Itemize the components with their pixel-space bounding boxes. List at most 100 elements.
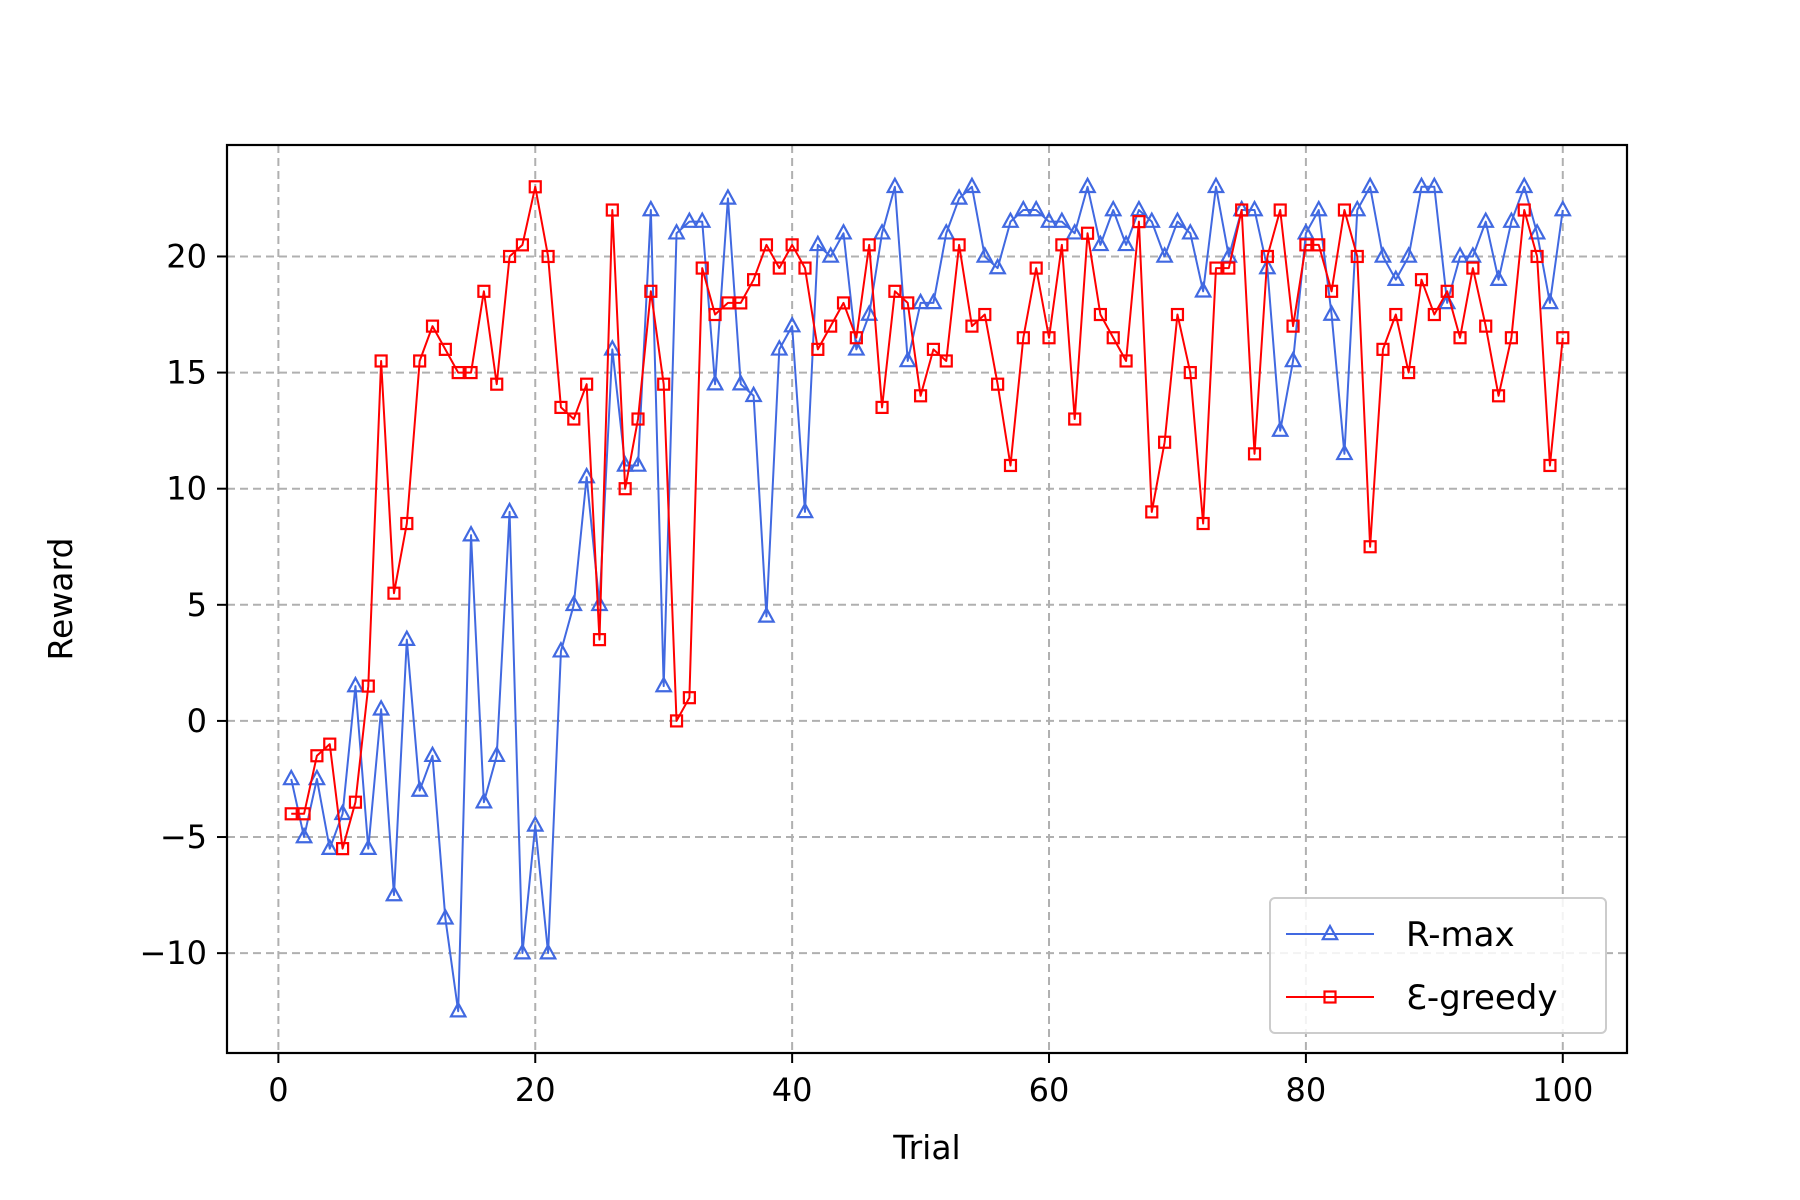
data-point (695, 261, 709, 275)
data-point (1402, 365, 1416, 380)
data-point (1170, 307, 1185, 322)
data-point (860, 304, 879, 321)
data-point (1312, 238, 1326, 252)
data-point (706, 373, 725, 391)
data-point (693, 211, 712, 228)
data-point (924, 292, 943, 310)
data-point (1093, 307, 1107, 322)
data-point (1145, 505, 1159, 519)
y-axis-label: Reward (41, 538, 80, 661)
data-point (1337, 203, 1352, 217)
data-point (731, 373, 750, 391)
data-point (747, 273, 761, 287)
data-point (1260, 249, 1274, 264)
data-point (734, 296, 748, 310)
data-point (939, 354, 953, 368)
data-point (425, 319, 440, 333)
data-point (1361, 176, 1380, 194)
data-point (1386, 269, 1405, 286)
data-point (682, 691, 696, 705)
data-point (1425, 176, 1444, 194)
data-point (783, 315, 802, 333)
data-point (1065, 222, 1084, 240)
y-tick-label: −5 (160, 818, 207, 856)
data-point (605, 203, 619, 217)
data-point (759, 238, 774, 252)
data-point (449, 1000, 468, 1018)
data-point (978, 307, 992, 322)
data-point (744, 385, 763, 403)
data-point (410, 780, 429, 797)
data-point (1324, 284, 1339, 298)
data-point (348, 795, 363, 809)
data-point (541, 249, 555, 264)
data-point (1553, 199, 1572, 217)
data-point (798, 261, 812, 275)
data-point (1414, 273, 1429, 287)
data-point (1080, 226, 1095, 240)
data-point (1515, 176, 1534, 194)
x-tick-label: 0 (268, 1071, 288, 1109)
data-point (849, 331, 863, 345)
data-point (708, 307, 722, 322)
data-point (1502, 211, 1521, 228)
data-point (397, 629, 416, 646)
series-line (291, 185, 1564, 850)
data-point (1335, 443, 1354, 461)
data-point (490, 377, 504, 391)
data-point (1309, 199, 1328, 217)
data-point (1091, 234, 1110, 252)
data-point (1299, 238, 1313, 252)
data-point (1209, 261, 1223, 275)
data-point (1014, 199, 1033, 217)
data-point (1003, 458, 1018, 473)
data-point (387, 586, 401, 600)
data-point (824, 319, 838, 333)
data-point (539, 942, 558, 960)
data-point (436, 908, 455, 925)
data-point (1158, 435, 1172, 449)
data-point (952, 238, 966, 252)
data-point (811, 342, 825, 356)
data-point (1142, 211, 1161, 228)
data-point (580, 377, 594, 391)
data-point (461, 524, 481, 542)
y-tick-label: −10 (139, 934, 207, 972)
data-point (1235, 203, 1249, 217)
legend: R-max Ɛ-greedy (1269, 897, 1607, 1034)
legend-label: Ɛ-greedy (1406, 978, 1558, 1018)
data-point (875, 400, 889, 415)
data-point (1029, 261, 1043, 275)
data-point (1247, 447, 1262, 461)
data-point (1504, 331, 1519, 345)
axis-ticks: 0 20 40 60 80 100 −10 −5 0 5 10 15 20 (139, 237, 1593, 1109)
data-point (323, 737, 337, 751)
data-point (795, 501, 815, 519)
data-point (847, 339, 866, 356)
data-point (1284, 350, 1303, 368)
data-point (413, 354, 427, 368)
x-tick-label: 20 (515, 1071, 556, 1109)
x-axis-label: Trial (892, 1128, 960, 1167)
x-tick-label: 40 (772, 1071, 813, 1109)
data-point (1389, 307, 1403, 322)
data-point (564, 594, 583, 612)
data-point (346, 675, 365, 693)
data-point (901, 296, 915, 310)
data-point (1119, 354, 1133, 368)
data-point (1376, 342, 1390, 356)
data-point (772, 261, 786, 275)
data-point (1476, 211, 1495, 228)
data-point (1068, 412, 1082, 426)
plot-frame (225, 143, 1629, 1055)
data-point (1196, 516, 1210, 531)
data-point (1427, 307, 1441, 322)
data-point (680, 211, 699, 228)
data-point (438, 342, 452, 356)
data-point (282, 768, 301, 786)
data-point (1271, 420, 1290, 437)
data-point (641, 199, 660, 217)
data-point (770, 339, 789, 356)
data-point (1363, 540, 1377, 554)
